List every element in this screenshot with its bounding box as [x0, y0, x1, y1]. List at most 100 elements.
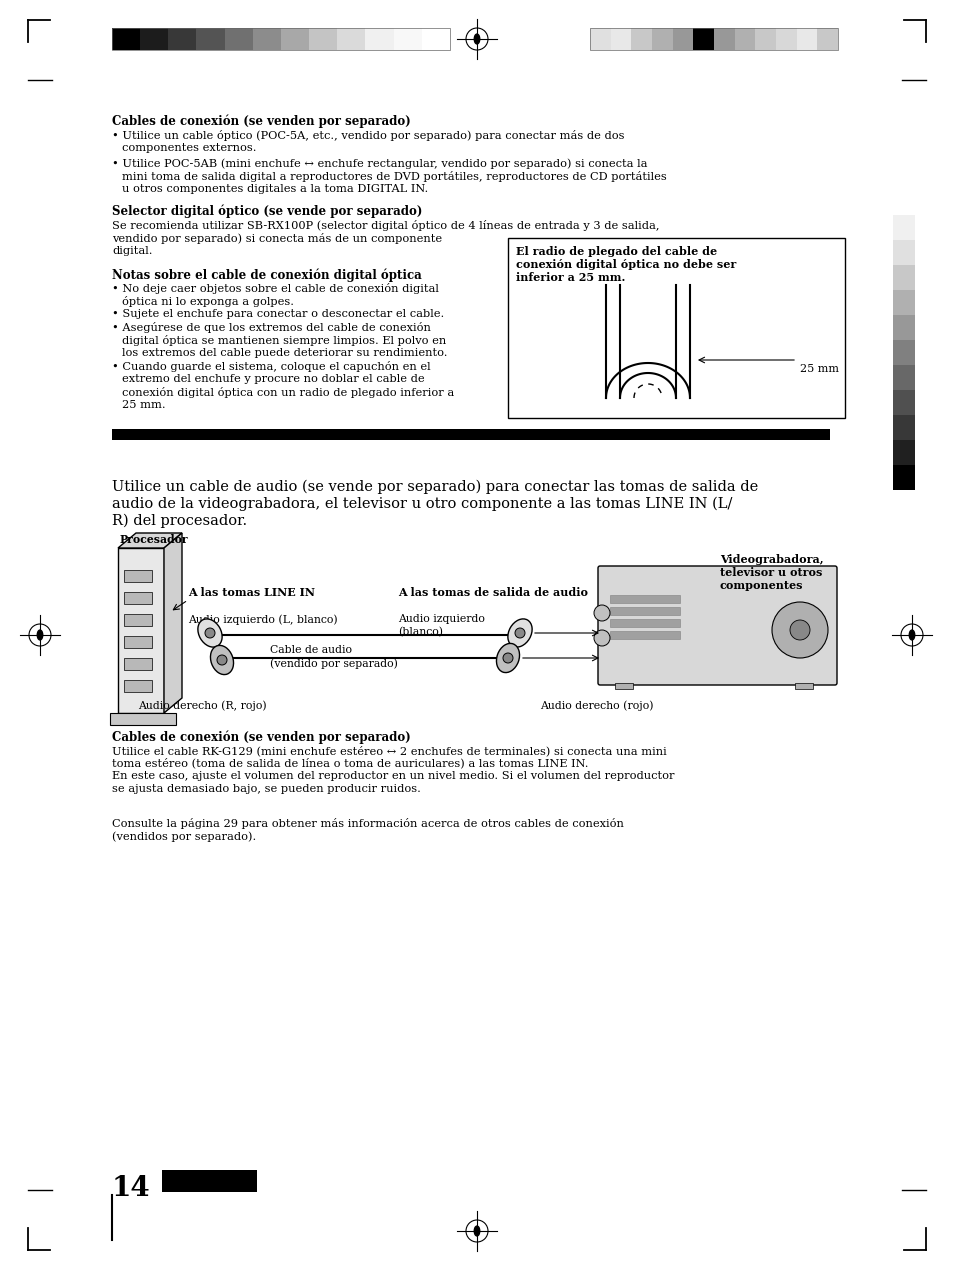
Text: A las tomas de salida de audio: A las tomas de salida de audio: [397, 587, 587, 598]
Text: Utilice un cable de audio (se vende por separado) para conectar las tomas de sal: Utilice un cable de audio (se vende por …: [112, 480, 758, 494]
Text: Videograbadora,: Videograbadora,: [720, 554, 822, 565]
Polygon shape: [118, 533, 182, 547]
Circle shape: [594, 605, 609, 621]
Text: televisor u otros: televisor u otros: [720, 566, 821, 578]
Text: En este caso, ajuste el volumen del reproductor en un nivel medio. Si el volumen: En este caso, ajuste el volumen del repr…: [112, 771, 674, 781]
Bar: [124, 570, 152, 582]
Bar: [124, 636, 152, 648]
Bar: [589, 28, 837, 50]
Bar: [112, 28, 140, 50]
Bar: [892, 390, 914, 415]
Ellipse shape: [197, 618, 222, 648]
Circle shape: [216, 655, 227, 665]
Text: Selector digital óptico (se vende por separado): Selector digital óptico (se vende por se…: [112, 204, 422, 218]
Text: (vendido por separado): (vendido por separado): [270, 658, 397, 668]
Text: Notas sobre el cable de conexión digital óptica: Notas sobre el cable de conexión digital…: [112, 268, 421, 282]
Text: • Utilice un cable óptico (POC-5A, etc., vendido por separado) para conectar más: • Utilice un cable óptico (POC-5A, etc.,…: [112, 130, 624, 141]
Bar: [224, 28, 253, 50]
Text: conexión digital óptica no debe ser: conexión digital óptica no debe ser: [516, 259, 736, 271]
Text: 25 mm.: 25 mm.: [122, 400, 166, 410]
Text: Audio derecho (rojo): Audio derecho (rojo): [539, 700, 653, 710]
Bar: [775, 28, 796, 50]
Text: se ajusta demasiado bajo, se pueden producir ruidos.: se ajusta demasiado bajo, se pueden prod…: [112, 784, 420, 794]
Bar: [281, 28, 309, 50]
Bar: [196, 28, 224, 50]
Bar: [609, 618, 679, 627]
Bar: [609, 631, 679, 639]
Bar: [124, 592, 152, 605]
Bar: [507, 237, 844, 418]
Text: 14: 14: [112, 1175, 151, 1201]
Ellipse shape: [507, 618, 532, 648]
Polygon shape: [164, 533, 182, 712]
Bar: [162, 1170, 256, 1193]
Text: u otros componentes digitales a la toma DIGITAL IN.: u otros componentes digitales a la toma …: [122, 184, 428, 194]
Text: • Utilice POC-5AB (mini enchufe ↔ enchufe rectangular, vendido por separado) si : • Utilice POC-5AB (mini enchufe ↔ enchuf…: [112, 157, 647, 169]
Ellipse shape: [211, 645, 233, 674]
Bar: [168, 28, 196, 50]
Bar: [118, 547, 164, 712]
Text: Cable de audio: Cable de audio: [270, 645, 352, 655]
Text: conexión digital óptica con un radio de plegado inferior a: conexión digital óptica con un radio de …: [122, 387, 454, 398]
Text: A las tomas LINE IN: A las tomas LINE IN: [188, 587, 314, 598]
Bar: [110, 712, 175, 725]
Bar: [609, 596, 679, 603]
Text: los extremos del cable puede deteriorar su rendimiento.: los extremos del cable puede deteriorar …: [122, 348, 447, 358]
Bar: [365, 28, 394, 50]
Text: R) del procesador.: R) del procesador.: [112, 514, 247, 528]
Text: • Cuando guarde el sistema, coloque el capuchón en el: • Cuando guarde el sistema, coloque el c…: [112, 361, 430, 372]
Bar: [892, 290, 914, 315]
Bar: [892, 315, 914, 340]
Ellipse shape: [474, 1226, 479, 1236]
Text: digital óptica se mantienen siempre limpios. El polvo en: digital óptica se mantienen siempre limp…: [122, 335, 446, 345]
Bar: [124, 613, 152, 626]
Text: óptica ni lo exponga a golpes.: óptica ni lo exponga a golpes.: [122, 296, 294, 307]
Ellipse shape: [474, 34, 479, 44]
Text: Audio izquierdo: Audio izquierdo: [397, 613, 484, 624]
Text: componentes externos.: componentes externos.: [122, 144, 256, 152]
Bar: [615, 683, 633, 690]
Text: (vendidos por separado).: (vendidos por separado).: [112, 831, 256, 842]
Circle shape: [205, 627, 214, 638]
Bar: [112, 429, 829, 439]
Bar: [337, 28, 365, 50]
Text: • Sujete el enchufe para conectar o desconectar el cable.: • Sujete el enchufe para conectar o desc…: [112, 309, 444, 319]
Circle shape: [515, 627, 524, 638]
Text: • Asegúrese de que los extremos del cable de conexión: • Asegúrese de que los extremos del cabl…: [112, 323, 431, 333]
Bar: [631, 28, 651, 50]
Text: componentes: componentes: [720, 580, 802, 591]
Bar: [817, 28, 837, 50]
Bar: [794, 683, 812, 690]
Bar: [112, 28, 450, 50]
Circle shape: [594, 630, 609, 646]
Bar: [892, 465, 914, 490]
Ellipse shape: [37, 630, 43, 640]
Circle shape: [502, 653, 513, 663]
Bar: [124, 679, 152, 692]
Text: audio de la videograbadora, el televisor u otro componente a las tomas LINE IN (: audio de la videograbadora, el televisor…: [112, 497, 732, 512]
Bar: [892, 439, 914, 465]
Bar: [253, 28, 281, 50]
Bar: [892, 265, 914, 290]
Text: vendido por separado) si conecta más de un componente: vendido por separado) si conecta más de …: [112, 232, 441, 244]
Bar: [755, 28, 775, 50]
Ellipse shape: [908, 630, 914, 640]
Circle shape: [789, 620, 809, 640]
Circle shape: [771, 602, 827, 658]
Ellipse shape: [496, 644, 519, 673]
Bar: [892, 415, 914, 439]
Text: inferior a 25 mm.: inferior a 25 mm.: [516, 272, 625, 283]
Bar: [713, 28, 734, 50]
Text: extremo del enchufe y procure no doblar el cable de: extremo del enchufe y procure no doblar …: [122, 373, 424, 384]
Text: Consulte la página 29 para obtener más información acerca de otros cables de con: Consulte la página 29 para obtener más i…: [112, 818, 623, 829]
Text: Procesador: Procesador: [120, 533, 189, 545]
Text: Audio derecho (R, rojo): Audio derecho (R, rojo): [138, 700, 266, 710]
Bar: [421, 28, 450, 50]
Bar: [892, 364, 914, 390]
Bar: [796, 28, 817, 50]
Text: digital.: digital.: [112, 246, 152, 257]
FancyBboxPatch shape: [598, 566, 836, 685]
Bar: [394, 28, 421, 50]
Bar: [651, 28, 672, 50]
Text: (blanco): (blanco): [397, 627, 442, 638]
